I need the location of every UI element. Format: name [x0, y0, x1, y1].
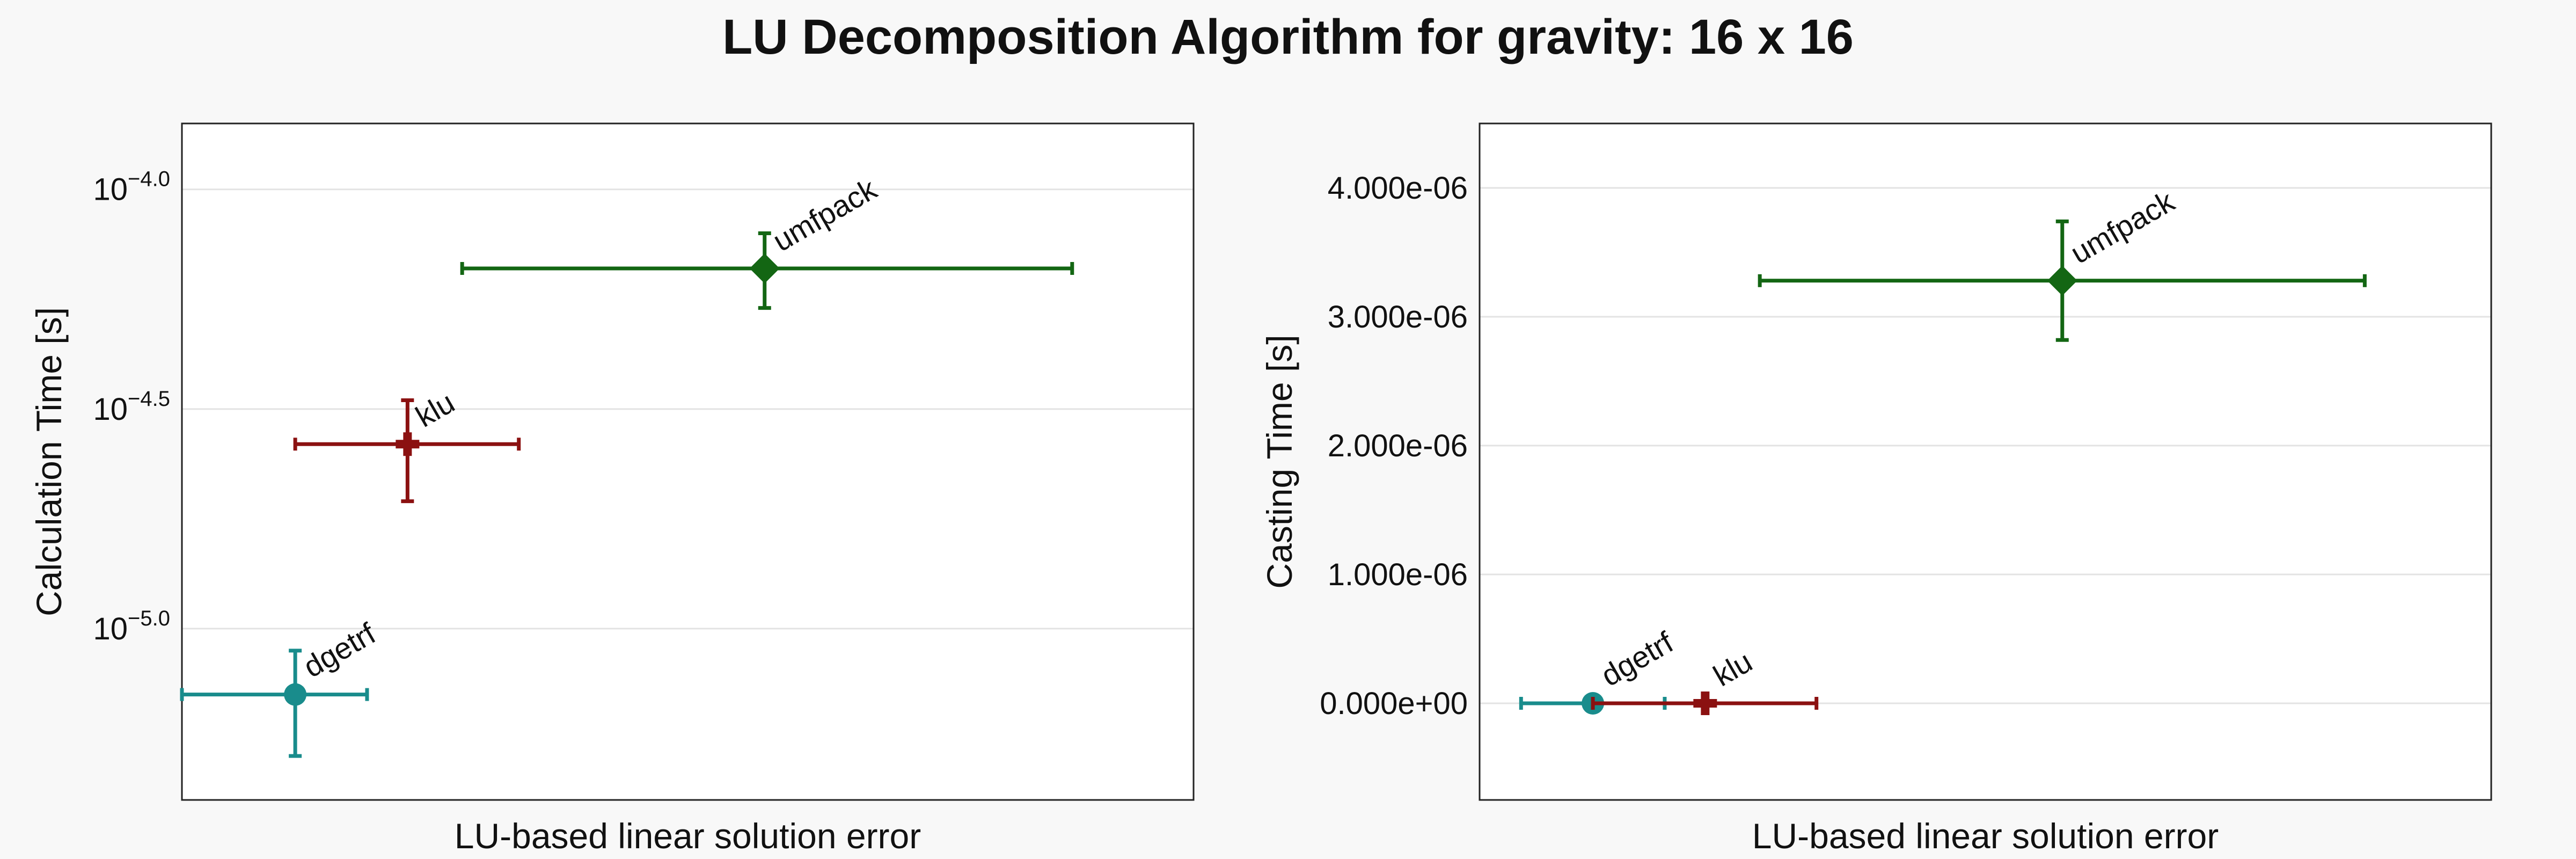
- plot-area: [182, 123, 1194, 800]
- y-tick-label: 1.000e-06: [1328, 557, 1468, 592]
- figure-title: LU Decomposition Algorithm for gravity: …: [722, 10, 1854, 64]
- y-axis-label: Casting Time [s]: [1260, 334, 1299, 588]
- plot-frame: [181, 122, 1195, 801]
- y-tick-label: 10−4.0: [93, 168, 170, 207]
- x-axis-label: LU-based linear solution error: [455, 816, 921, 856]
- y-tick-label: 2.000e-06: [1328, 428, 1468, 463]
- marker-circle: [284, 683, 307, 706]
- panel-casting-time: 0.000e+00 1.000e-06 2.000e-06 3.000e-06 4.00…: [1260, 122, 2492, 856]
- y-tick-label: 10−5.0: [93, 607, 170, 646]
- panel-calculation-time: 10−5.0 10−4.5 10−4.0 LU-based linear soluti…: [29, 122, 1195, 856]
- y-tick-label: 0.000e+00: [1320, 686, 1468, 721]
- plot-frame: [1479, 122, 2492, 801]
- marker-diamond: [2047, 265, 2077, 296]
- y-tick-label: 3.000e-06: [1328, 300, 1468, 334]
- marker-cross: [1693, 691, 1717, 715]
- y-tick-label: 4.000e-06: [1328, 171, 1468, 206]
- y-tick-label: 10−4.5: [93, 387, 170, 427]
- y-axis-label: Calculation Time [s]: [29, 307, 69, 616]
- x-axis-label: LU-based linear solution error: [1752, 816, 2219, 856]
- marker-cross: [396, 432, 420, 456]
- marker-diamond: [749, 253, 780, 283]
- plot-area: [1480, 123, 2491, 800]
